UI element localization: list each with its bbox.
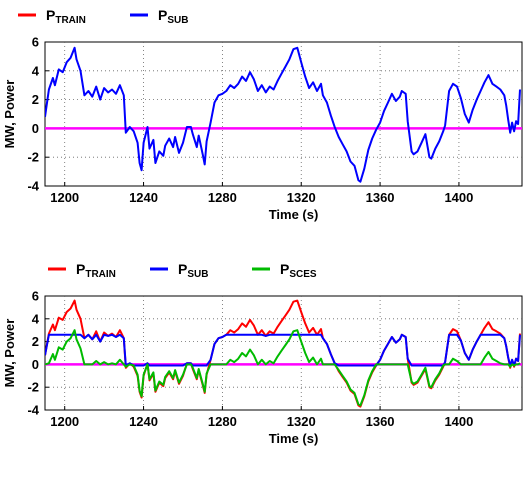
legend-label-main: P [76, 261, 85, 277]
legend-label-sub: SUB [187, 269, 208, 280]
legend-label-main: P [158, 7, 167, 23]
legend-label-sub: SCES [289, 269, 317, 280]
series-group [45, 46, 522, 183]
x-tick-label: 1200 [50, 190, 79, 205]
x-tick-label: 1360 [366, 414, 395, 429]
y-tick-label: 0 [32, 121, 39, 136]
legend-label-main: P [46, 7, 55, 23]
x-tick-label: 1280 [208, 414, 237, 429]
legend-item: PSUB [150, 261, 208, 280]
legend-label-sub: SUB [167, 15, 188, 26]
plot-area [44, 41, 523, 187]
series-psub [45, 46, 521, 183]
series-psces [45, 329, 521, 407]
legend-label: PTRAIN [76, 261, 116, 280]
chart-panel-1: -4 -2 0 2 4 6 1200 1240 1280 1320 1360 1400 Time (s)… [2, 7, 523, 222]
y-tick-label: 4 [32, 311, 40, 326]
x-axis-label: Time (s) [269, 431, 319, 446]
y-tick-label: -2 [27, 150, 39, 165]
y-tick-label: 4 [32, 63, 40, 78]
x-tick-label: 1240 [129, 414, 158, 429]
chart-panel-2: -4 -2 0 2 4 6 1200 1240 1280 1320 1360 1400 Time (s)… [2, 261, 523, 446]
y-tick-label: 6 [32, 289, 39, 304]
y-tick-label: 0 [32, 357, 39, 372]
series-group [45, 299, 522, 408]
legend-item: PTRAIN [48, 261, 116, 280]
legend-label-sub: TRAIN [55, 15, 86, 26]
legend-label: PSUB [158, 7, 188, 26]
x-tick-label: 1320 [287, 190, 316, 205]
x-tick-label: 1400 [444, 190, 473, 205]
legend-label: PSUB [178, 261, 208, 280]
y-axis-label: MW, Power [2, 319, 17, 388]
legend-label-main: P [178, 261, 187, 277]
x-tick-label: 1240 [129, 190, 158, 205]
y-tick-label: -4 [27, 403, 39, 418]
legend-label: PTRAIN [46, 7, 86, 26]
legend-item: PTRAIN [18, 7, 86, 26]
x-tick-label: 1320 [287, 414, 316, 429]
legend-item: PSUB [130, 7, 188, 26]
y-tick-label: -2 [27, 380, 39, 395]
legend-label-main: P [280, 261, 289, 277]
plot-area [44, 295, 523, 411]
legend-label: PSCES [280, 261, 317, 280]
y-tick-label: 2 [32, 334, 39, 349]
x-tick-label: 1200 [50, 414, 79, 429]
y-tick-label: 6 [32, 35, 39, 50]
legend-item: PSCES [252, 261, 317, 280]
x-tick-label: 1280 [208, 190, 237, 205]
x-tick-label: 1400 [444, 414, 473, 429]
x-tick-label: 1360 [366, 190, 395, 205]
legend-label-sub: TRAIN [85, 269, 116, 280]
y-axis-label: MW, Power [2, 80, 17, 149]
x-axis-label: Time (s) [269, 207, 319, 222]
y-tick-label: 2 [32, 92, 39, 107]
y-tick-label: -4 [27, 179, 39, 194]
